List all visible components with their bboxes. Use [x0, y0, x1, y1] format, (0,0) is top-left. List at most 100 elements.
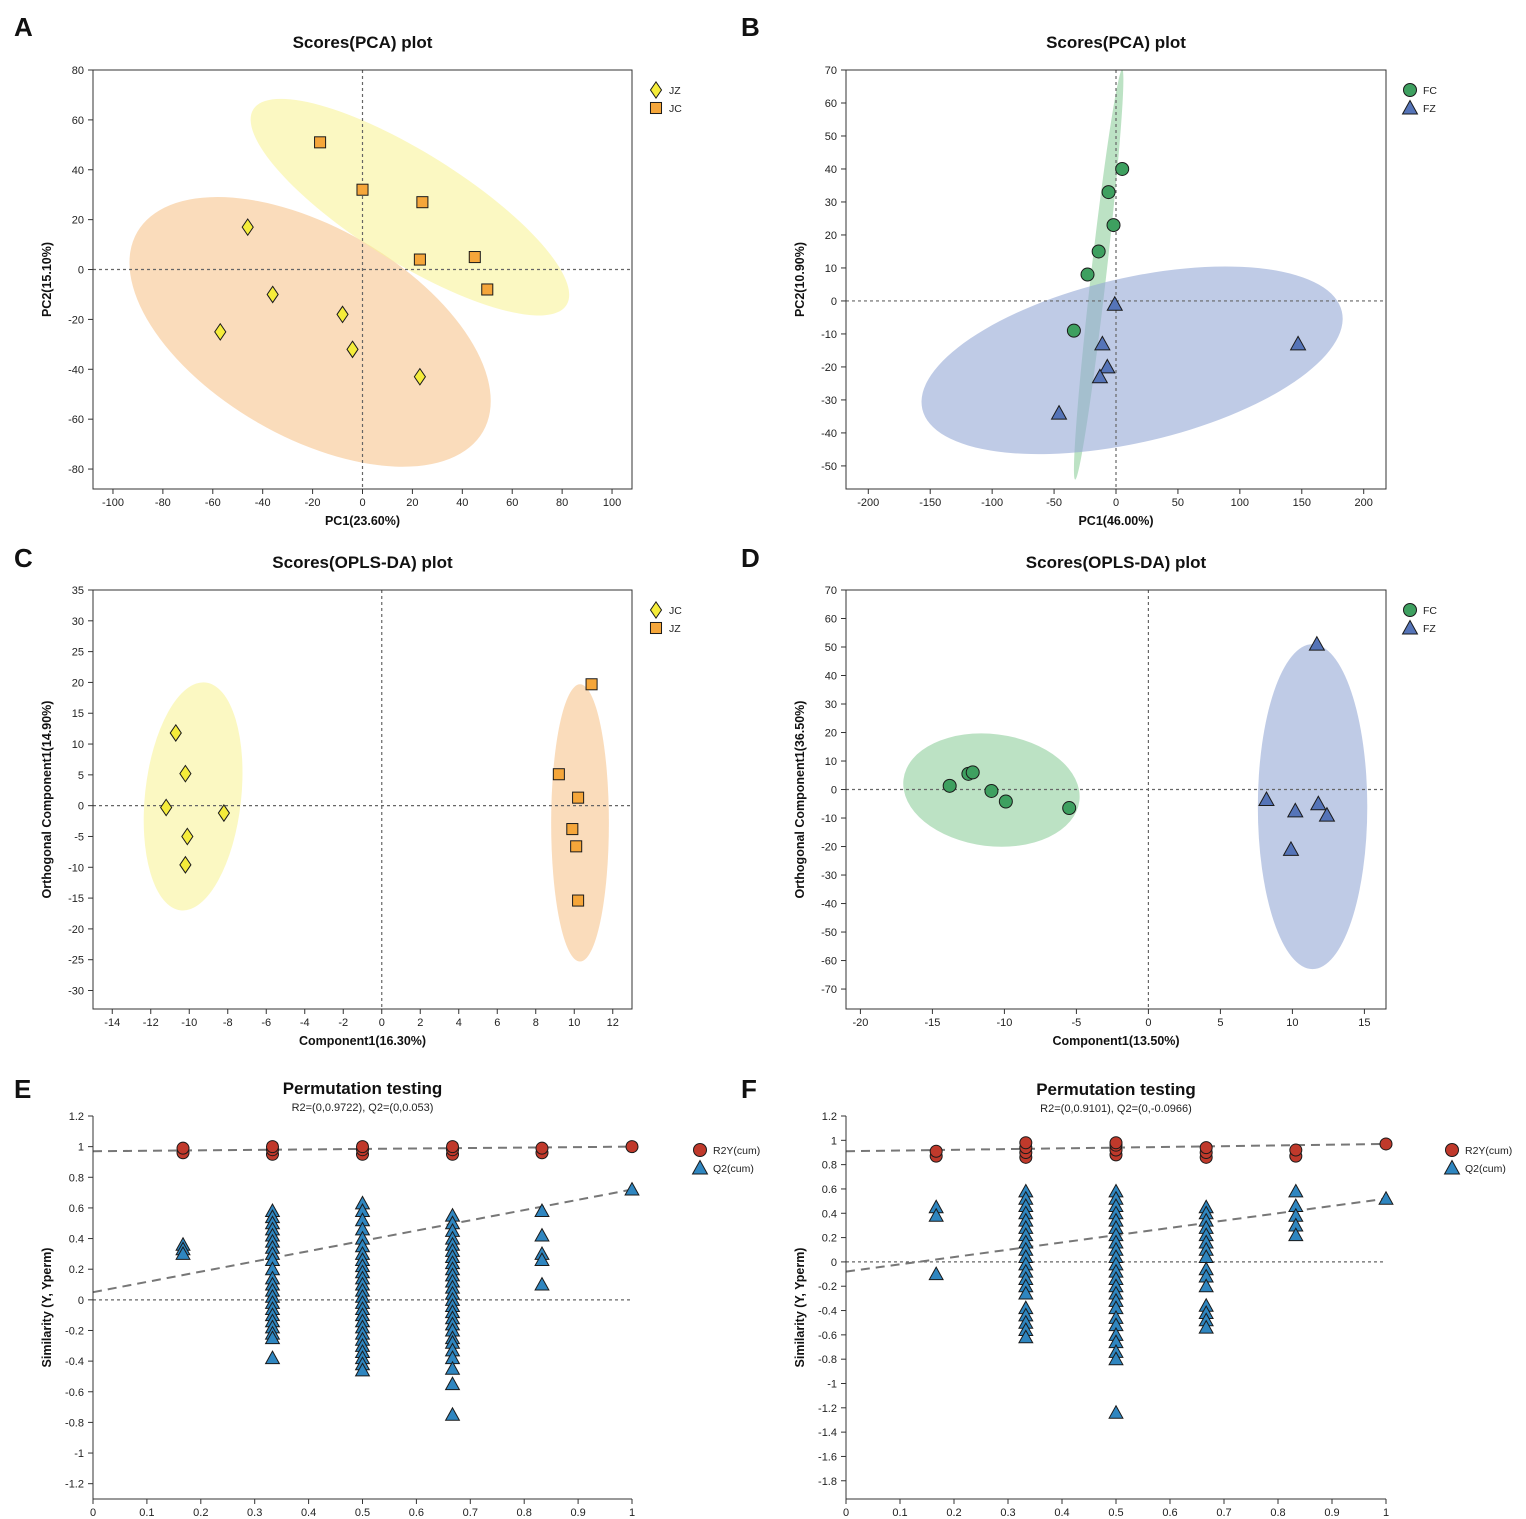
x-tick-label: 0.2: [946, 1507, 961, 1519]
legend-label: JZ: [669, 623, 681, 635]
x-tick-label: -50: [1046, 497, 1062, 509]
x-tick-label: 10: [1286, 1017, 1298, 1029]
x-tick-label: 0.9: [1324, 1507, 1339, 1519]
y-tick-label: 35: [72, 585, 84, 597]
data-point: [444, 1360, 461, 1375]
y-tick-label: -0.6: [818, 1330, 837, 1342]
data-point: [1062, 801, 1077, 816]
data-point: [1308, 635, 1326, 651]
y-tick-label: 0.4: [69, 1234, 84, 1246]
data-point: [468, 251, 481, 264]
data-point: [1108, 1351, 1124, 1366]
data-point: [176, 1141, 190, 1155]
x-tick-label: 0.8: [1270, 1507, 1285, 1519]
y-tick-label: -10: [68, 862, 84, 874]
chart-c: Scores(OPLS-DA) plot-14 -12 -10 -8 -6 -4 -2 0 2 4…: [40, 553, 682, 1048]
data-point: [1286, 802, 1304, 818]
data-point: [336, 305, 349, 324]
data-point: [1018, 1329, 1034, 1344]
y-tick-label: 1.2: [822, 1111, 837, 1123]
data-point: [264, 1330, 281, 1345]
chart-title: Scores(OPLS-DA) plot: [272, 553, 453, 572]
confidence-ellipse-jc: [143, 682, 243, 911]
data-point: [534, 1276, 550, 1291]
y-tick-label: 1: [831, 1135, 837, 1147]
data-point: [1109, 1136, 1123, 1150]
y-tick-label: -15: [68, 893, 84, 905]
y-axis-label: Orthogonal Component1(14.90%): [40, 701, 54, 899]
x-tick-label: -2: [338, 1017, 348, 1029]
data-point: [1288, 1227, 1304, 1242]
y-tick-label: 40: [72, 165, 84, 177]
y-tick-label: 5: [78, 770, 84, 782]
y-axis-label: Similarity (Y, Yperm): [40, 1248, 54, 1368]
legend-label: FC: [1423, 85, 1437, 97]
x-tick-label: 80: [556, 497, 568, 509]
series-r2y-cum-: [929, 1136, 1393, 1164]
y-tick-label: 30: [72, 616, 84, 628]
panel-letter-c: C: [14, 543, 33, 573]
legend-label: JC: [669, 605, 682, 617]
y-tick-label: -25: [68, 955, 84, 967]
data-point: [481, 283, 494, 296]
data-point: [535, 1141, 549, 1155]
y-tick-label: 0: [78, 1295, 84, 1307]
y-tick-label: 10: [825, 756, 837, 768]
y-tick-label: -20: [68, 924, 84, 936]
y-tick-label: 80: [72, 65, 84, 77]
chart-e: Permutation testing R2=(0,0.9722), Q2=(0,…: [40, 1079, 760, 1519]
data-point: [1198, 1319, 1214, 1334]
legend-label: FZ: [1423, 623, 1436, 635]
y-tick-label: 70: [825, 65, 837, 77]
data-point: [1106, 295, 1124, 311]
data-point: [1019, 1136, 1033, 1150]
data-point: [446, 1140, 460, 1154]
x-tick-label: 0: [359, 497, 365, 509]
x-tick-label: -100: [981, 497, 1003, 509]
y-axis-label: Orthogonal Component1(36.50%): [793, 701, 807, 899]
x-tick-label: -20: [852, 1017, 868, 1029]
series-jz: [552, 678, 598, 907]
y-tick-label: -1: [827, 1378, 837, 1390]
y-tick-label: -50: [821, 927, 837, 939]
y-tick-label: -20: [821, 842, 837, 854]
data-point: [413, 253, 426, 266]
x-tick-label: -80: [155, 497, 171, 509]
panel-letter-b: B: [741, 12, 760, 42]
data-point: [1289, 1143, 1303, 1157]
data-point: [1099, 358, 1116, 374]
series-jz: [214, 218, 427, 386]
data-point: [1289, 335, 1307, 351]
y-tick-label: -0.4: [65, 1356, 84, 1368]
x-tick-label: 0.7: [463, 1507, 478, 1519]
data-point: [1199, 1141, 1213, 1155]
legend-label: Q2(cum): [713, 1163, 754, 1175]
y-tick-label: -1.2: [818, 1403, 837, 1415]
y-tick-label: -1.6: [818, 1451, 837, 1463]
chart-f: Permutation testing R2=(0,0.9101), Q2=(0,…: [793, 1080, 1512, 1519]
plot-frame: [92, 589, 633, 1010]
x-tick-label: -6: [261, 1017, 271, 1029]
y-tick-label: -40: [821, 899, 837, 911]
data-point: [444, 1406, 461, 1421]
x-tick-label: 100: [603, 497, 621, 509]
data-point: [1198, 1278, 1214, 1293]
x-tick-label: 0.6: [409, 1507, 424, 1519]
confidence-ellipse-fz: [921, 266, 1343, 455]
x-tick-label: 0.9: [570, 1507, 585, 1519]
x-tick-label: 15: [1358, 1017, 1370, 1029]
legend-label: R2Y(cum): [713, 1145, 760, 1157]
y-tick-label: 0: [78, 265, 84, 277]
y-tick-label: -80: [68, 464, 84, 476]
x-tick-label: -12: [143, 1017, 159, 1029]
x-tick-label: 0.4: [1054, 1507, 1069, 1519]
y-tick-label: 0: [831, 785, 837, 797]
legend-marker-fz: [1401, 619, 1419, 635]
legend-marker-r2y-cum-: [693, 1143, 707, 1157]
legend-label: JC: [669, 103, 682, 115]
data-point: [585, 678, 598, 691]
data-point: [241, 218, 254, 237]
x-tick-label: 0.7: [1216, 1507, 1231, 1519]
data-point: [572, 894, 585, 907]
y-tick-label: 60: [825, 98, 837, 110]
